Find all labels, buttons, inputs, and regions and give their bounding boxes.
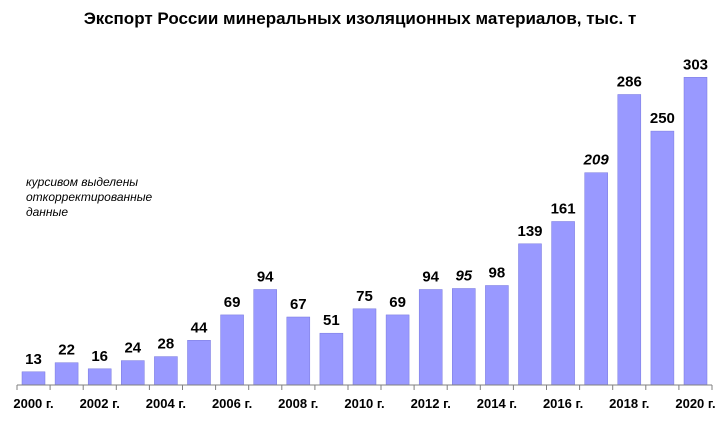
tick-labels: 2000 г. 2002 г. 2004 г. 2006 г. 2008 г. 2010 … xyxy=(13,396,715,411)
bar xyxy=(121,360,145,386)
x-tick-label: 2002 г. xyxy=(80,396,120,411)
data-label: 250 xyxy=(650,110,675,127)
x-tick-label: 2018 г. xyxy=(609,396,649,411)
x-tick-label: 2008 г. xyxy=(278,396,318,411)
data-label: 44 xyxy=(191,319,208,336)
chart-note-line: курсивом выделены xyxy=(26,175,138,189)
data-label: 24 xyxy=(124,340,141,357)
data-label: 161 xyxy=(551,201,576,218)
bar xyxy=(584,172,608,386)
data-label: 28 xyxy=(158,336,175,353)
bar xyxy=(154,356,178,386)
bar xyxy=(683,77,708,386)
bars xyxy=(21,77,708,386)
bar xyxy=(352,308,377,386)
chart-title: Экспорт России минеральных изоляционных … xyxy=(84,9,637,28)
data-label: 51 xyxy=(323,312,340,329)
bar xyxy=(650,130,675,386)
bar xyxy=(518,243,542,386)
bar xyxy=(418,289,443,386)
bar xyxy=(187,340,211,386)
chart-note: курсивом выделены откорректированные дан… xyxy=(26,175,156,219)
x-tick-label: 2020 г. xyxy=(675,396,715,411)
data-label: 94 xyxy=(422,269,439,286)
data-label: 22 xyxy=(58,342,75,359)
bar xyxy=(54,362,79,386)
data-label: 69 xyxy=(224,294,241,311)
data-label: 13 xyxy=(25,351,42,368)
x-tick-label: 2010 г. xyxy=(344,396,384,411)
value-labels: 13 22 16 24 28 44 69 94 67 51 75 69 94 95 98 139 161 209 2… xyxy=(25,56,708,368)
x-tick-label: 2006 г. xyxy=(212,396,252,411)
x-tick-label: 2016 г. xyxy=(543,396,583,411)
x-tick-label: 2014 г. xyxy=(477,396,517,411)
x-tick-label: 2000 г. xyxy=(13,396,53,411)
data-label: 286 xyxy=(617,74,642,91)
data-label: 16 xyxy=(91,348,108,365)
chart-note-line: откорректированные xyxy=(26,190,153,204)
bar xyxy=(319,332,344,386)
bar xyxy=(617,94,642,386)
data-label: 95 xyxy=(455,268,472,285)
bar xyxy=(87,368,112,386)
bar xyxy=(253,289,277,386)
bar xyxy=(551,221,575,386)
data-label: 69 xyxy=(389,294,406,311)
x-tick-label: 2004 г. xyxy=(146,396,186,411)
data-label: 75 xyxy=(356,288,373,305)
bar xyxy=(286,316,311,386)
bar xyxy=(220,314,244,386)
data-label: 98 xyxy=(489,265,506,282)
data-label: 139 xyxy=(517,223,542,240)
bar xyxy=(452,288,476,386)
bar xyxy=(385,314,410,386)
x-tick-label: 2012 г. xyxy=(411,396,451,411)
data-label: 67 xyxy=(290,296,307,313)
chart-note-line: данные xyxy=(26,205,68,219)
bar xyxy=(21,371,46,386)
data-label: 209 xyxy=(583,152,610,169)
data-label: 94 xyxy=(257,269,274,286)
bar xyxy=(485,285,509,386)
data-label: 303 xyxy=(683,56,708,73)
tick-marks xyxy=(16,385,713,390)
